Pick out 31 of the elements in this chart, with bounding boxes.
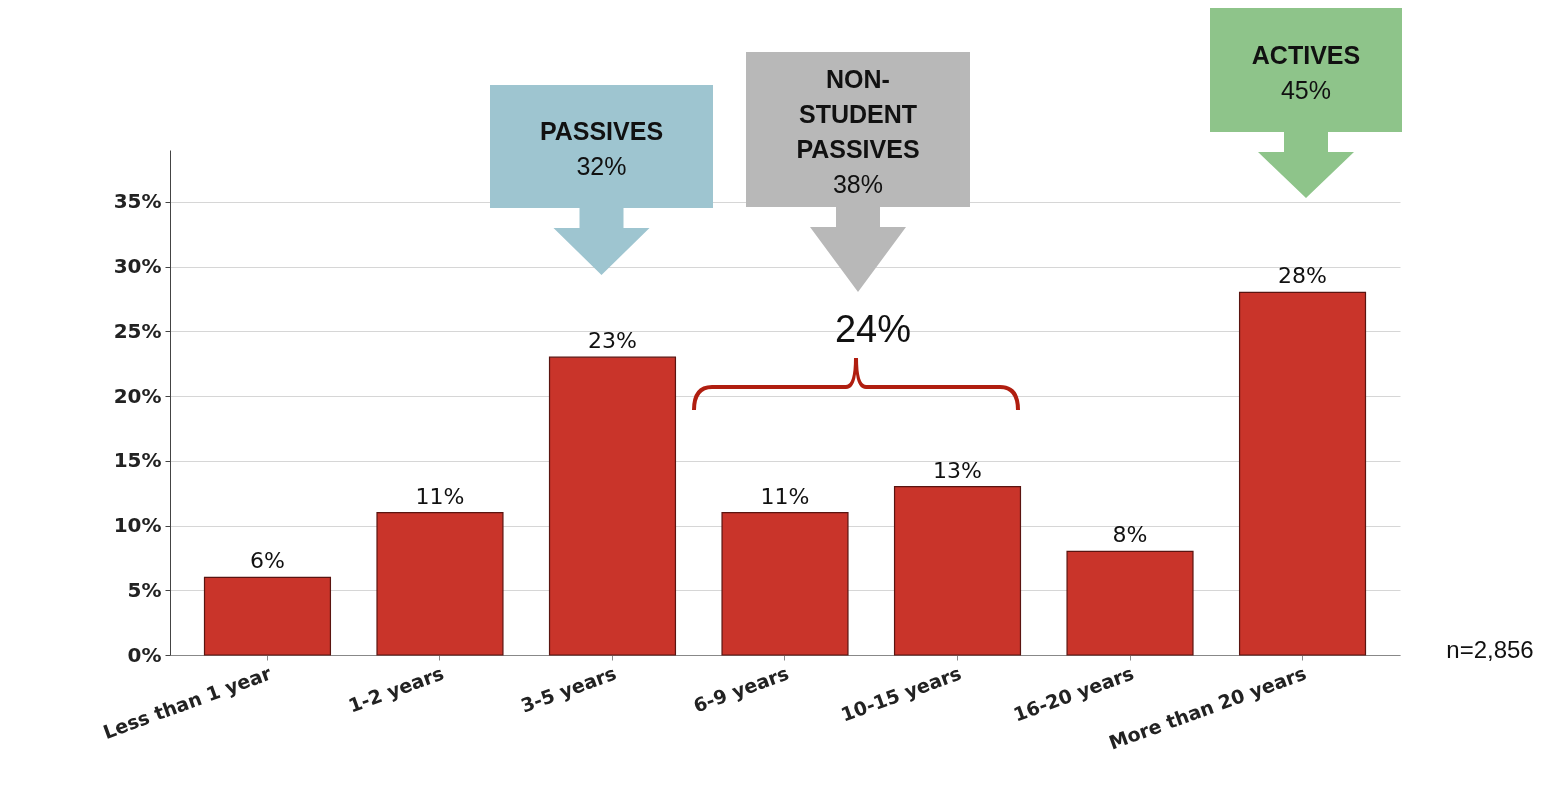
- data-label: 28%: [1278, 263, 1327, 289]
- x-tick-label: 16-20 years: [1010, 661, 1137, 726]
- data-label: 8%: [1112, 522, 1148, 548]
- data-label: 13%: [933, 457, 982, 483]
- bar: [203, 576, 332, 656]
- data-label: 11%: [415, 483, 465, 509]
- x-tick-label: 1-2 years: [345, 661, 447, 717]
- text: n=2,856: [1446, 636, 1534, 663]
- y-tick-label: 25%: [113, 318, 162, 343]
- y-tick-label: 30%: [113, 254, 162, 279]
- bar: [721, 511, 849, 656]
- bar: [1066, 550, 1194, 656]
- x-tick-label: 3-5 years: [517, 661, 619, 717]
- data-label: 11%: [760, 483, 810, 509]
- y-tick-label: 35%: [113, 189, 162, 214]
- data-label: 6%: [250, 548, 285, 574]
- bar: [1238, 291, 1367, 656]
- y-tick-label: 20%: [113, 383, 162, 408]
- bar: [548, 356, 677, 656]
- y-tick-label: 5%: [127, 577, 162, 602]
- y-tick-label: 15%: [113, 448, 162, 473]
- x-tick-label: 6-9 years: [690, 661, 792, 717]
- bar: [376, 511, 504, 656]
- text: ACTIVES 45%: [1251, 41, 1361, 104]
- annotation: NON- STUDENT PASSIVES 38%: [796, 65, 920, 198]
- annotation: PASSIVES 32%: [539, 117, 664, 180]
- bar: [893, 486, 1022, 656]
- x-tick-label: 10-15 years: [837, 661, 965, 726]
- data-label: 23%: [588, 328, 637, 354]
- annotation: 24%: [834, 308, 912, 350]
- y-tick-label: 10%: [113, 513, 162, 538]
